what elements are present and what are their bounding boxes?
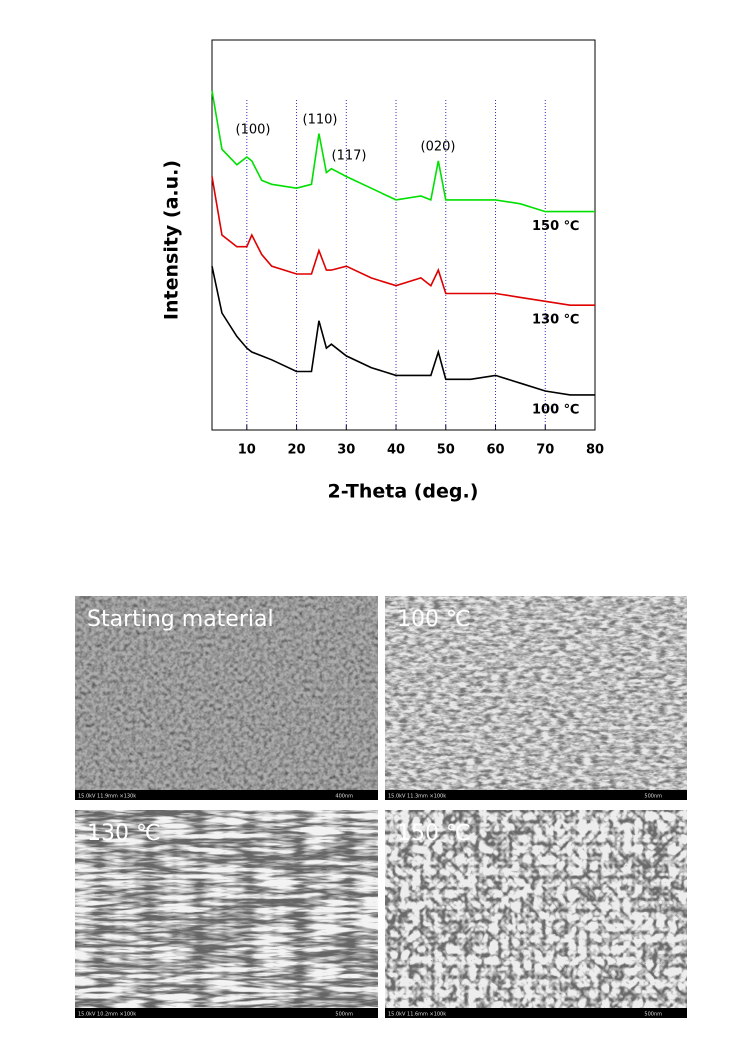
sem-image: 100 ℃ 15.0kV 11.3mm ×100k 500nm [385, 596, 687, 800]
sem-image: Starting material 15.0kV 11.9mm ×130k 400n… [75, 596, 378, 800]
sem-scale: 500nm [644, 1012, 662, 1018]
y-axis-label: Intensity (a.u.) [161, 160, 183, 320]
x-tick-label: 20 [288, 443, 306, 458]
x-tick-label: 60 [486, 443, 504, 458]
sem-footer [385, 1008, 687, 1018]
sem-label: Starting material [87, 607, 274, 632]
x-tick-label: 70 [536, 443, 554, 458]
peak-annotation: (020) [421, 140, 456, 155]
x-tick-label: 10 [238, 443, 256, 458]
sem-texture [385, 810, 687, 1018]
sem-footer [75, 1008, 378, 1018]
sem-info: 15.0kV 11.9mm ×130k [78, 794, 136, 800]
series-line [211, 266, 595, 396]
sem-label: 130 ℃ [87, 821, 161, 846]
peak-annotation: (117) [332, 149, 367, 164]
x-tick-label: 80 [586, 443, 604, 458]
x-tick-label: 40 [387, 443, 405, 458]
sem-footer [75, 790, 378, 800]
series-label: 130 ℃ [532, 313, 579, 328]
sem-label: 100 ℃ [397, 607, 471, 632]
sem-info: 15.0kV 11.3mm ×100k [388, 794, 446, 800]
sem-image: 130 ℃ 15.0kV 10.2mm ×100k 500nm [75, 810, 378, 1018]
sem-footer [385, 790, 687, 800]
sem-scale: 400nm [335, 794, 353, 800]
series-label: 100 ℃ [532, 402, 579, 417]
series-line [211, 176, 595, 306]
peak-annotation: (110) [303, 113, 338, 128]
plot-frame [211, 39, 596, 431]
sem-texture [385, 596, 687, 800]
sem-texture [75, 810, 378, 1018]
series-line [211, 90, 595, 213]
sem-scale: 500nm [335, 1012, 353, 1018]
x-tick-label: 30 [337, 443, 355, 458]
x-axis-label: 2-Theta (deg.) [328, 481, 479, 503]
sem-scale: 500nm [644, 794, 662, 800]
series-label: 150 ℃ [532, 219, 579, 234]
sem-image: 150 ℃ 15.0kV 11.6mm ×100k 500nm [385, 810, 687, 1018]
peak-annotation: (100) [236, 123, 271, 138]
sem-info: 15.0kV 11.6mm ×100k [388, 1012, 446, 1018]
x-tick-label: 50 [437, 443, 455, 458]
sem-info: 15.0kV 10.2mm ×100k [78, 1012, 136, 1018]
sem-label: 150 ℃ [397, 821, 471, 846]
sem-texture [75, 596, 378, 800]
